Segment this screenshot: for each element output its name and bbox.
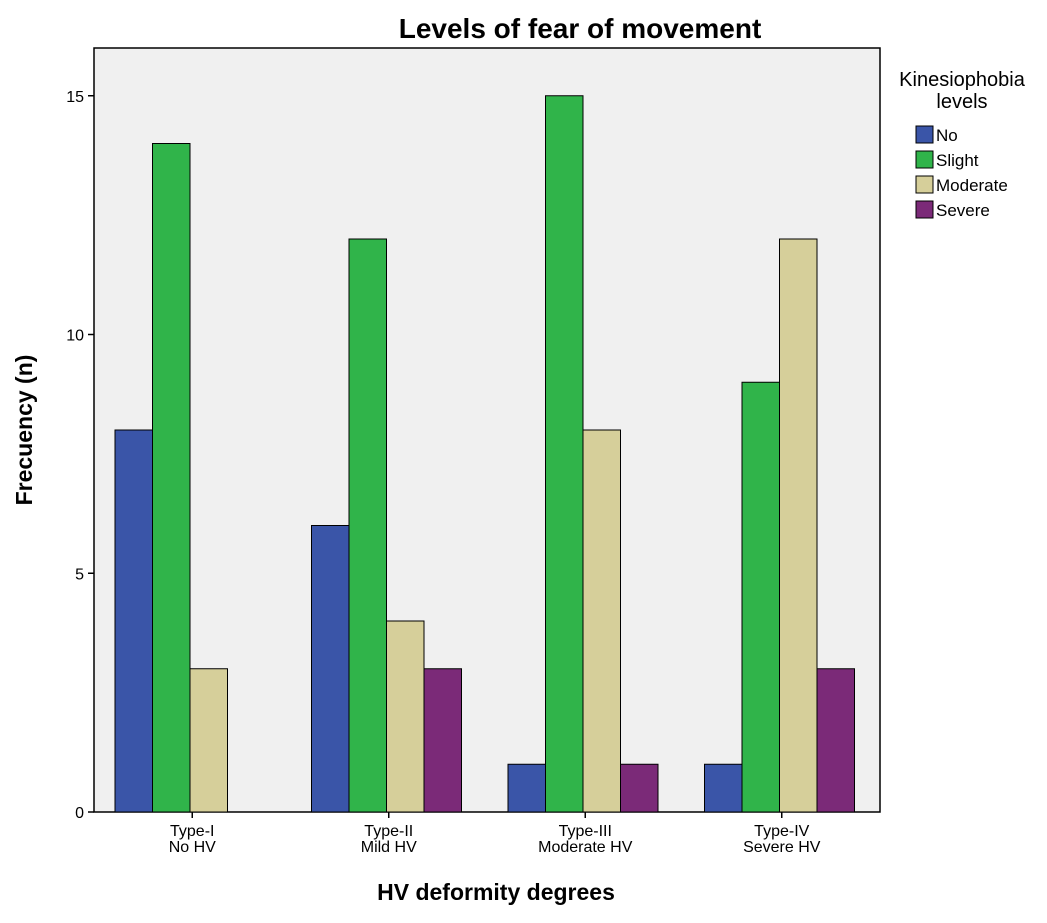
bar-no-1 (114, 429, 153, 813)
bar-moderate-3 (582, 429, 621, 813)
bar-severe-4 (816, 668, 855, 813)
y-tick-label: 15 (66, 89, 84, 106)
bar-slight-3 (545, 95, 584, 813)
legend-swatch-severe (915, 200, 934, 219)
bar-no-4 (704, 763, 743, 813)
bar-slight-4 (741, 381, 780, 813)
bar-moderate-1 (189, 668, 228, 813)
x-tick-label: Type-III (559, 823, 612, 840)
bar-no-3 (507, 763, 546, 813)
legend-label-moderate: Moderate (936, 176, 1008, 195)
chart-title: Levels of fear of movement (399, 13, 762, 44)
legend: Kinesiophobia levels No Slight Moderate Sever… (899, 69, 1026, 220)
y-axis: 0 5 10 15 (66, 89, 94, 822)
x-tick-label: Mild HV (361, 839, 417, 856)
legend-swatch-slight (915, 150, 934, 169)
y-tick-label: 0 (75, 805, 84, 822)
bar-severe-2 (423, 668, 462, 813)
x-axis-title: HV deformity degrees (377, 879, 615, 905)
y-tick-label: 5 (75, 566, 84, 583)
bar-slight-2 (348, 238, 387, 813)
bar-no-2 (311, 525, 350, 813)
legend-swatch-no (915, 125, 934, 144)
legend-label-severe: Severe (936, 201, 990, 220)
legend-title: Kinesiophobia levels (899, 69, 1026, 113)
y-axis-title: Frecuency (n) (11, 355, 37, 506)
legend-label-slight: Slight (936, 151, 979, 170)
x-tick-label: Severe HV (743, 839, 821, 856)
x-tick-label: Moderate HV (538, 839, 633, 856)
x-tick-label: Type-II (364, 823, 413, 840)
bars (114, 95, 855, 813)
bar-moderate-2 (386, 620, 425, 813)
x-tick-label: Type-IV (754, 823, 809, 840)
y-tick-label: 10 (66, 328, 84, 345)
x-tick-label: Type-I (170, 823, 214, 840)
bar-slight-1 (152, 143, 191, 813)
legend-label-no: No (936, 126, 958, 145)
bar-moderate-4 (779, 238, 818, 813)
legend-swatch-moderate (915, 175, 934, 194)
bar-severe-3 (620, 763, 659, 813)
x-tick-label: No HV (169, 839, 216, 856)
